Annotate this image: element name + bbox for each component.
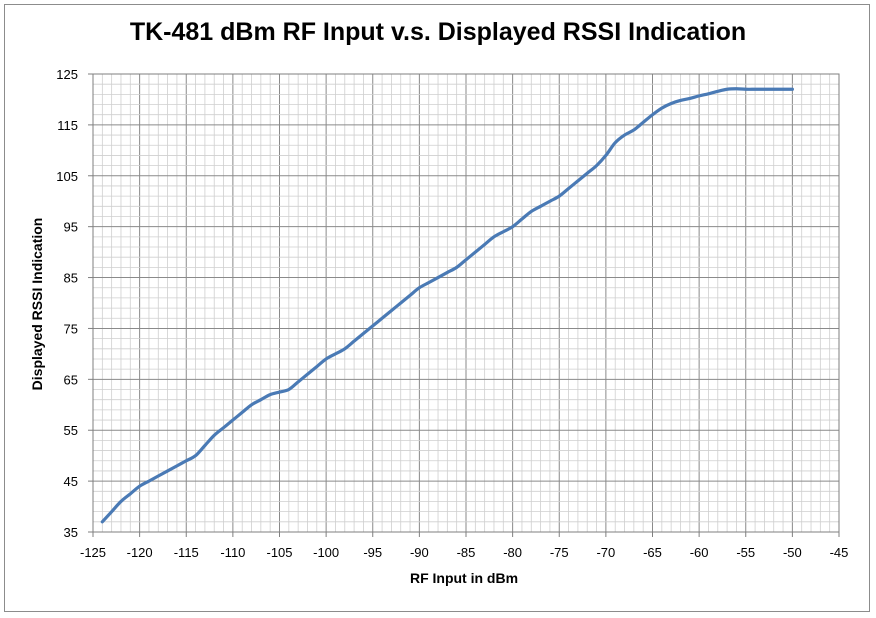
- y-tick-label: 95: [64, 220, 78, 235]
- x-tick-label: -45: [830, 545, 849, 560]
- y-tick-label: 65: [64, 372, 78, 387]
- chart-title: TK-481 dBm RF Input v.s. Displayed RSSI …: [129, 18, 747, 46]
- x-tick-label: -110: [220, 545, 245, 560]
- grid: [92, 73, 840, 533]
- x-tick-label: -75: [550, 545, 569, 560]
- x-tick-label: -70: [596, 545, 615, 560]
- y-ticks: 35 45 55 65 75 85 95 105 115 125: [56, 67, 93, 540]
- y-tick-label: 115: [57, 118, 78, 133]
- x-tick-label: -90: [410, 545, 429, 560]
- x-tick-label: -95: [363, 545, 382, 560]
- series: [100, 87, 794, 524]
- x-tick-label: -85: [457, 545, 476, 560]
- y-tick-label: 55: [64, 423, 78, 438]
- x-ticks: -125 -120 -115 -110 -105 -100 -95 -90 -85 -80 -75 -…: [80, 532, 848, 560]
- x-tick-label: -115: [174, 545, 199, 560]
- y-tick-label: 125: [56, 67, 78, 82]
- x-tick-label: -125: [80, 545, 106, 560]
- y-tick-label: 85: [64, 271, 78, 286]
- x-axis-title: RF Input in dBm: [410, 570, 518, 586]
- x-tick-label: -80: [503, 545, 522, 560]
- x-tick-label: -55: [736, 545, 755, 560]
- x-tick-label: -105: [266, 545, 292, 560]
- y-tick-label: 75: [64, 321, 78, 336]
- x-tick-label: -60: [690, 545, 709, 560]
- x-tick-label: -65: [643, 545, 662, 560]
- y-tick-label: 35: [64, 525, 78, 540]
- y-tick-label: 45: [64, 474, 78, 489]
- x-tick-label: -50: [783, 545, 802, 560]
- x-tick-label: -120: [127, 545, 153, 560]
- rssi-series-line: [100, 87, 794, 524]
- y-tick-label: 105: [56, 169, 78, 184]
- y-axis-title: Displayed RSSI Indication: [29, 218, 45, 391]
- x-tick-label: -100: [313, 545, 339, 560]
